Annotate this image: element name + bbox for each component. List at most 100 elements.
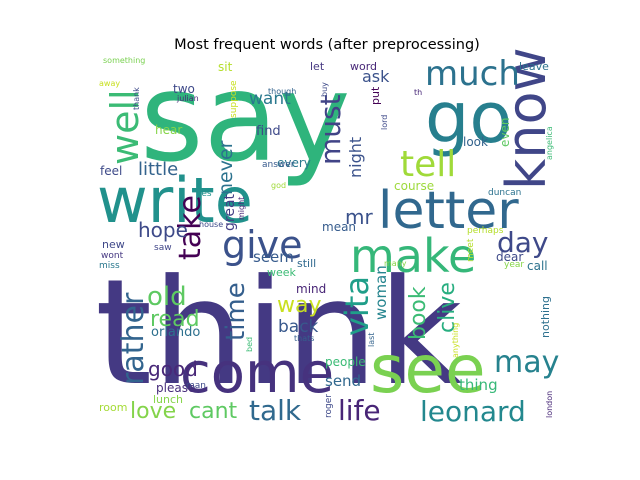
word-see: see <box>370 331 486 408</box>
word-clive: clive <box>435 282 460 333</box>
word-angelica: angelica <box>545 126 554 160</box>
word-still: still <box>297 257 316 270</box>
word-julian: julian <box>176 94 199 103</box>
word-orlando: orlando <box>151 325 200 340</box>
word-dear: dear <box>496 250 523 264</box>
word-perhaps: perhaps <box>467 226 504 236</box>
word-night: night <box>346 137 365 178</box>
word-write: write <box>97 164 253 237</box>
word-leonard: leonard <box>420 395 526 428</box>
word-something: something <box>103 56 145 65</box>
word-course: course <box>394 179 434 193</box>
word-hope: hope <box>138 218 188 242</box>
word-thing: thing <box>459 376 498 394</box>
word-talk: talk <box>249 394 302 427</box>
word-saw: saw <box>154 243 172 253</box>
word-well: well <box>103 89 147 165</box>
word-miss: miss <box>99 261 120 271</box>
word-sit: sit <box>218 60 233 74</box>
word-find: find <box>256 124 281 139</box>
word-duncan: duncan <box>488 188 521 198</box>
word-might: might <box>237 197 246 220</box>
word-back: back <box>278 317 319 337</box>
word-must: must <box>314 94 347 165</box>
word-man: man <box>186 381 206 391</box>
word-week: week <box>267 266 297 279</box>
word-anything: anything <box>451 323 460 358</box>
word-new: new <box>102 238 125 251</box>
word-letter: letter <box>378 181 519 241</box>
word-answer: answer <box>262 160 295 170</box>
word-take: take <box>173 195 208 260</box>
word-every: every <box>277 156 311 170</box>
word-london: london <box>545 391 554 418</box>
word-come: come <box>180 341 334 406</box>
word-ask: ask <box>362 67 390 86</box>
word-thank: thank <box>132 87 141 110</box>
word-th: th <box>414 88 422 97</box>
word-hear: hear <box>155 123 182 137</box>
word-cant: cant <box>189 399 238 424</box>
word-yes: yes <box>196 189 212 199</box>
word-book: book <box>406 286 431 340</box>
word-say: say <box>140 47 351 189</box>
word-think: think <box>95 248 463 418</box>
word-mr: mr <box>345 205 373 229</box>
word-let: let <box>310 60 325 73</box>
word-two: two <box>173 82 195 96</box>
word-call: call <box>527 259 548 273</box>
word-may: may <box>494 345 559 380</box>
word-want: want <box>249 89 291 109</box>
word-make: make <box>350 229 476 283</box>
word-word: word <box>350 60 377 73</box>
word-even: even <box>498 118 512 147</box>
word-wont: wont <box>101 251 124 261</box>
word-away: away <box>99 79 120 88</box>
word-feel: feel <box>100 164 122 178</box>
word-life: life <box>338 394 381 427</box>
word-god: god <box>271 181 286 190</box>
word-time: time <box>221 282 251 341</box>
word-people: people <box>325 355 366 369</box>
word-go: go <box>425 77 512 159</box>
word-room: room <box>99 401 127 414</box>
word-way: way <box>277 293 322 318</box>
word-never: never <box>215 140 237 195</box>
word-though: though <box>268 87 296 96</box>
word-many: many <box>384 259 407 268</box>
word-old: old <box>147 282 187 312</box>
word-roger: roger <box>324 394 334 418</box>
word-mean: mean <box>322 220 356 234</box>
word-read: read <box>150 307 200 332</box>
word-suppose: suppose <box>229 80 239 118</box>
word-house: house <box>199 220 223 229</box>
word-buy: buy <box>320 82 329 97</box>
word-great: great <box>222 193 238 231</box>
word-nothing: nothing <box>539 296 552 338</box>
word-much: much <box>425 54 520 94</box>
word-lord: lord <box>380 115 389 130</box>
word-vita: vita <box>338 276 376 336</box>
word-meet: meet <box>466 238 476 262</box>
word-leave: leave <box>519 60 549 73</box>
word-please: please <box>156 381 195 395</box>
chart-title: Most frequent words (after preprocessing… <box>174 37 480 53</box>
word-day: day <box>497 226 549 259</box>
word-good: good <box>148 357 198 381</box>
word-lunch: lunch <box>153 393 183 406</box>
word-seem: seem <box>253 248 294 266</box>
word-look: look <box>463 135 488 149</box>
word-rather: rather <box>116 292 151 385</box>
word-thats: thats <box>294 334 314 343</box>
word-year: year <box>504 260 524 270</box>
word-tell: tell <box>400 144 456 185</box>
word-put: put <box>369 86 382 105</box>
word-love: love <box>130 399 176 424</box>
word-little: little <box>138 159 178 180</box>
word-send: send <box>325 372 361 390</box>
word-bed: bed <box>245 337 254 352</box>
word-mind: mind <box>296 282 326 296</box>
word-last: last <box>367 333 376 347</box>
